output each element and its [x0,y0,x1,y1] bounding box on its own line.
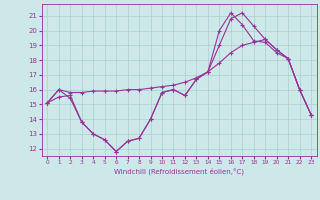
X-axis label: Windchill (Refroidissement éolien,°C): Windchill (Refroidissement éolien,°C) [114,168,244,175]
